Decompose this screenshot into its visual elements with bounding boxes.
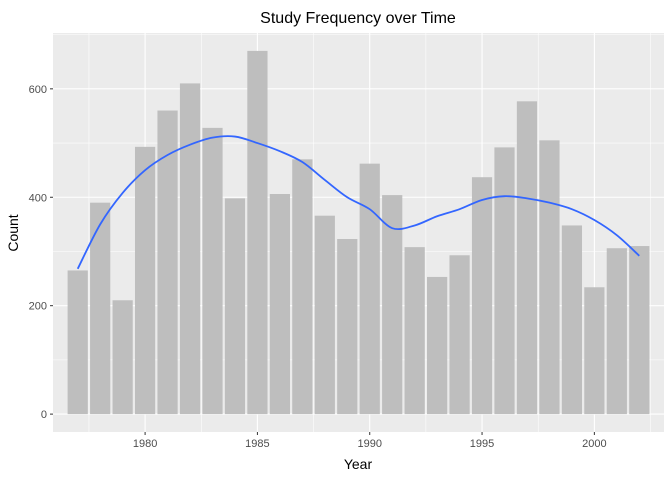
bar [359, 163, 380, 415]
bar [292, 159, 313, 415]
x-tick-label: 1980 [133, 438, 157, 450]
bar [516, 101, 538, 415]
bar [337, 239, 358, 415]
y-axis-ticks: 0 200 400 600 [29, 84, 53, 421]
y-tick-label: 600 [29, 84, 47, 96]
bar [314, 215, 335, 415]
bar [427, 276, 448, 415]
bar [404, 247, 425, 415]
chart-title: Study Frequency over Time [260, 10, 456, 27]
x-tick-label: 1995 [470, 438, 494, 450]
bar [471, 177, 493, 415]
y-tick-label: 400 [29, 192, 47, 204]
x-tick-label: 1985 [245, 438, 269, 450]
bar [112, 300, 133, 415]
bar [179, 83, 201, 415]
y-tick-label: 200 [29, 301, 47, 313]
bars [67, 50, 650, 415]
bar [269, 194, 290, 415]
bar [539, 140, 560, 415]
bar [606, 248, 627, 415]
bar [134, 146, 156, 415]
smooth-line [76, 135, 640, 270]
bar [247, 50, 268, 415]
bar [67, 270, 88, 415]
bar [90, 202, 111, 415]
bar [584, 287, 605, 415]
x-tick-label: 2000 [582, 438, 606, 450]
bar [157, 110, 178, 415]
bar [449, 255, 470, 415]
bar [561, 225, 583, 415]
bar [494, 147, 515, 415]
x-tick-label: 1990 [357, 438, 381, 450]
y-tick-label: 0 [41, 409, 47, 421]
x-axis-ticks: 1980 1985 1990 1995 2000 [133, 432, 607, 450]
bar [202, 127, 223, 415]
bar [629, 246, 650, 415]
y-axis-title: Count [5, 214, 21, 251]
bar [382, 195, 403, 415]
bar [224, 198, 246, 415]
x-axis-title: Year [344, 456, 373, 472]
